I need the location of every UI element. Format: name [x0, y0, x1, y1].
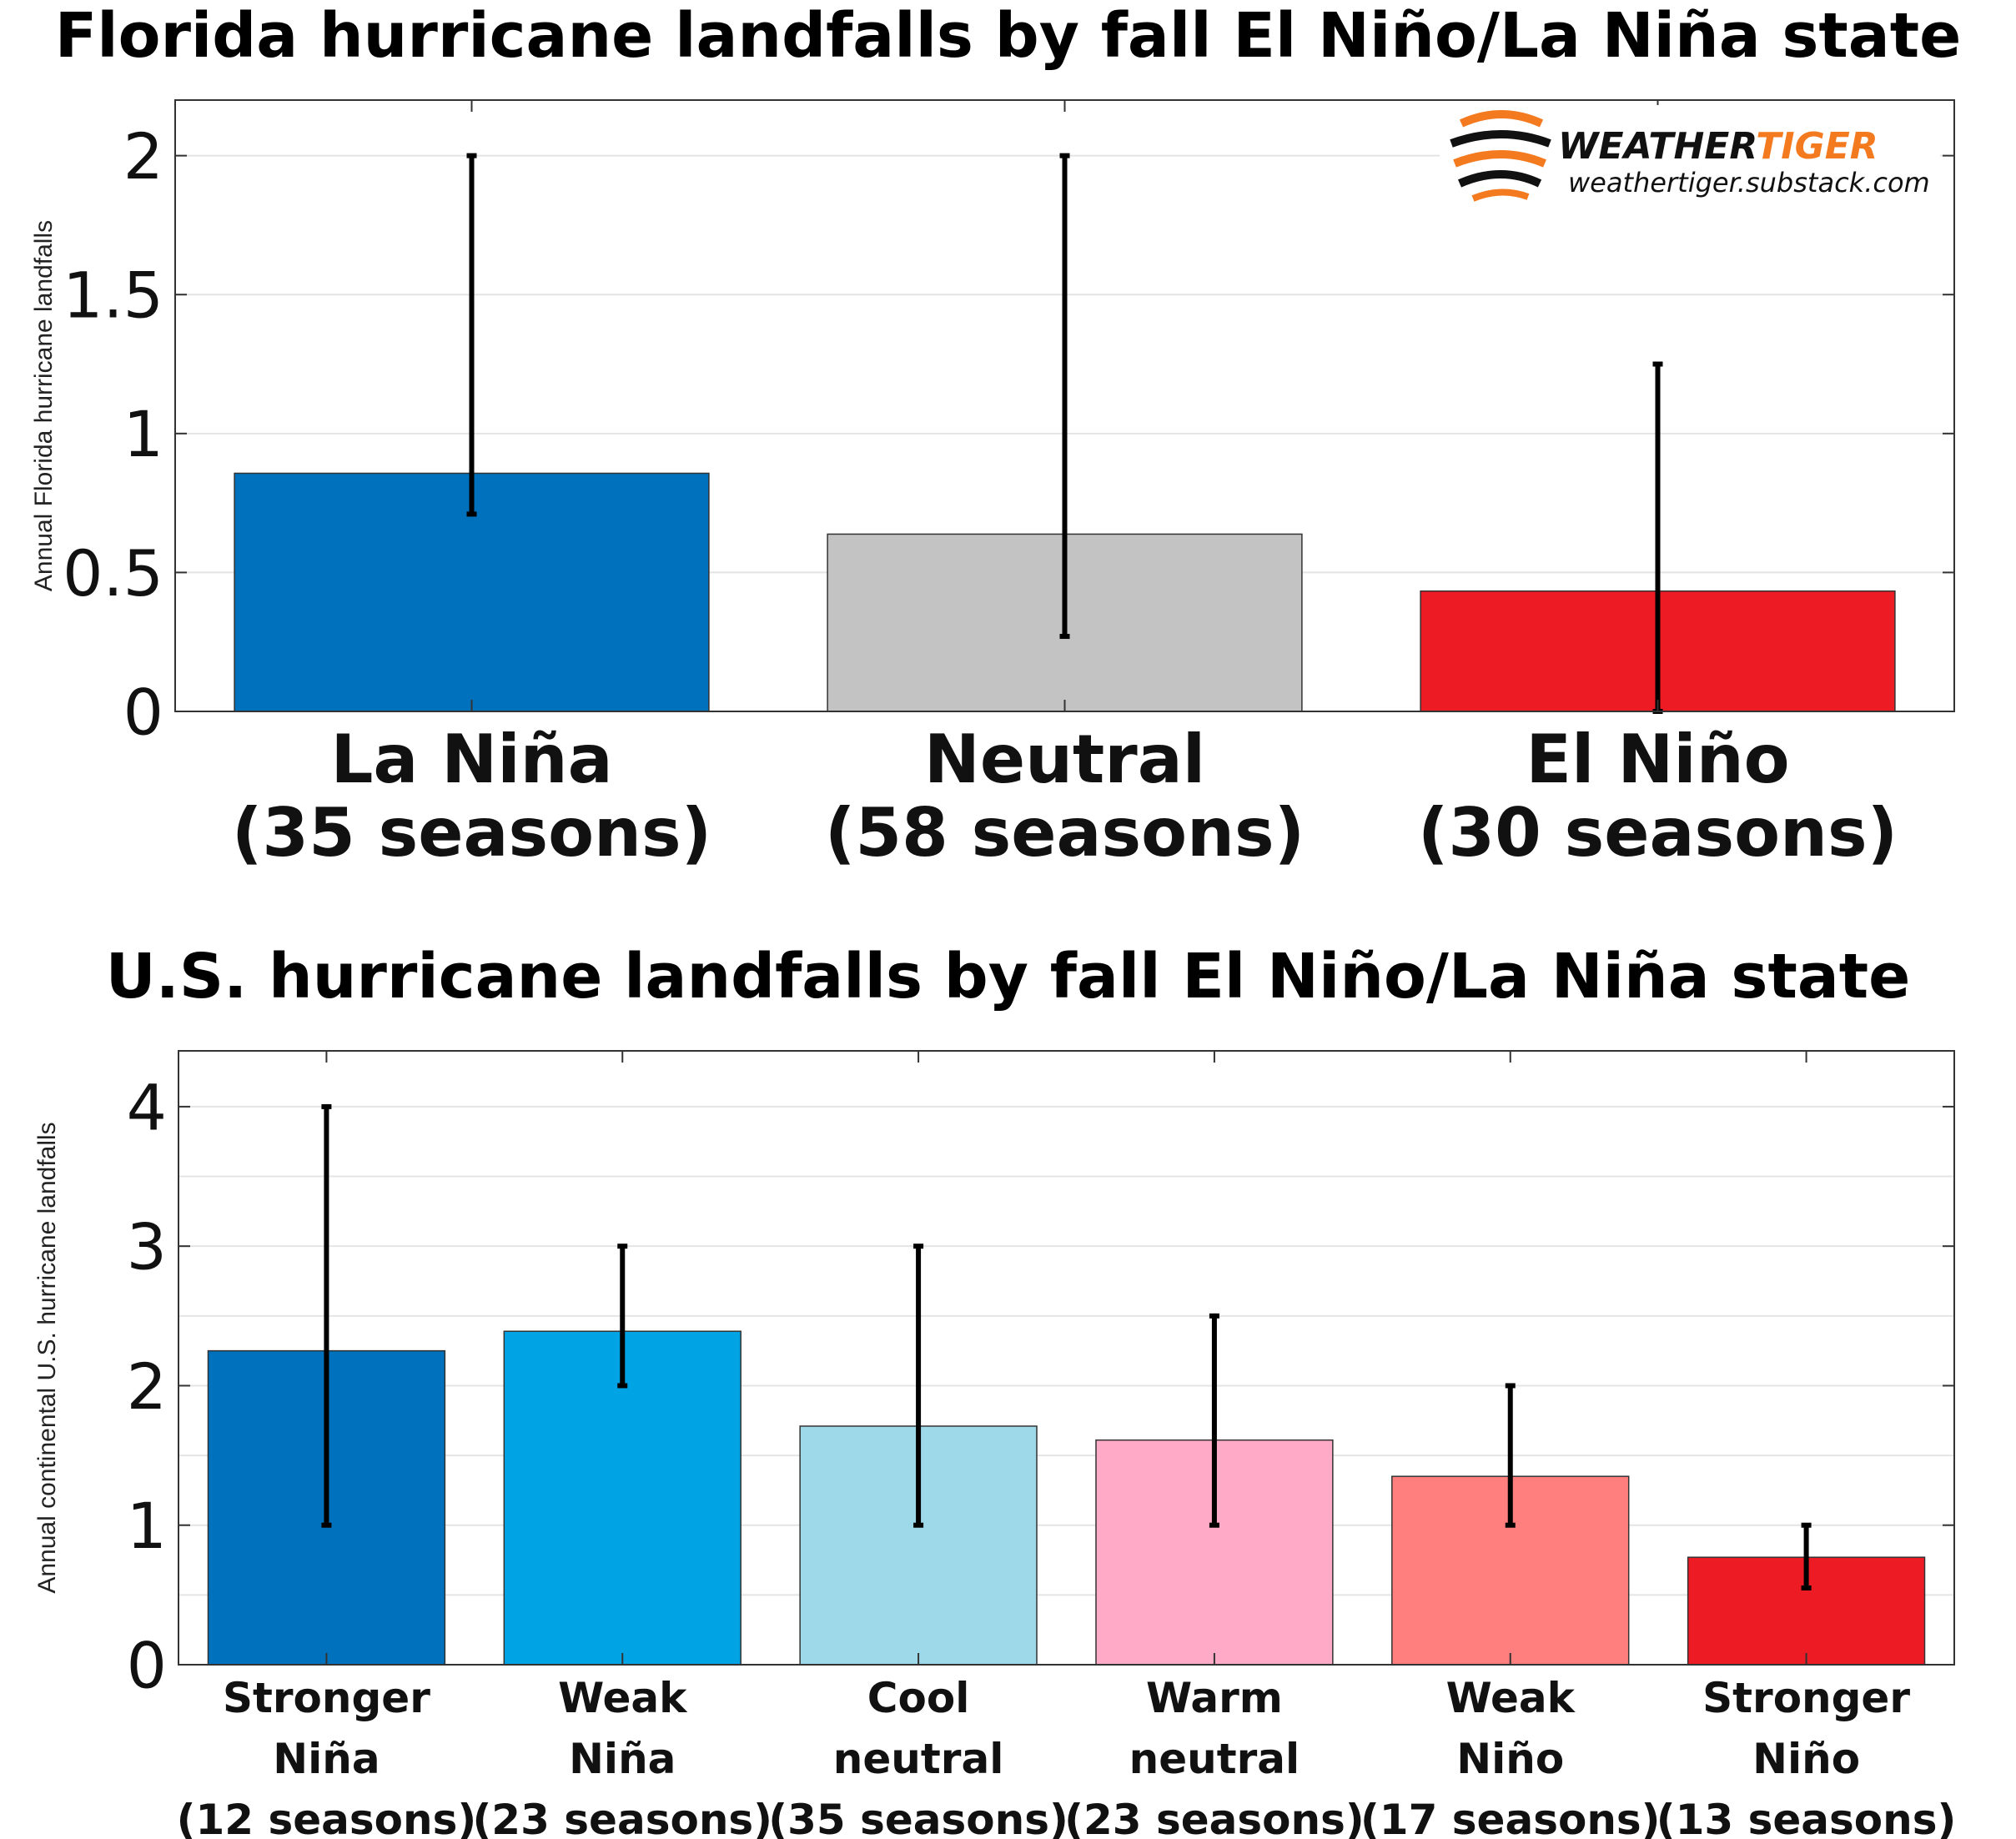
category-label: Niño: [1752, 1735, 1860, 1783]
chart-2-title: U.S. hurricane landfalls by fall El Niño…: [105, 941, 1911, 1012]
category-label: Stronger: [223, 1674, 430, 1722]
category-label: (23 seasons): [472, 1796, 772, 1839]
y-tick-label: 1: [127, 1489, 167, 1563]
plot-area: [178, 1051, 1954, 1665]
category-label: Warm: [1146, 1674, 1283, 1722]
category-label: (30 seasons): [1418, 794, 1898, 872]
y-tick-label: 0: [127, 1628, 167, 1702]
florida-chart: 0 0.5 1 1.5 2 La Niña(35 seasons) Neutral(58 s…: [30, 99, 1955, 872]
y-tick-label: 4: [127, 1070, 167, 1144]
watermark-brand-part1: WEATHER: [1558, 125, 1756, 168]
us-chart: 0 1 2 3 4 Stronger Niña (12 seasons) Weak Niña (23…: [33, 1050, 1957, 1839]
y-tick-label: 2: [127, 1349, 167, 1424]
weathertiger-watermark: WEATHERTIGER weathertiger.substack.com: [1440, 105, 1940, 203]
y-tick-label: 3: [127, 1210, 167, 1284]
category-label: (12 seasons): [177, 1796, 477, 1839]
category-label: Cool: [867, 1674, 970, 1722]
y-tick-label: 1.5: [63, 259, 163, 333]
category-label: (35 seasons): [232, 794, 711, 872]
category-label: Weak: [558, 1674, 688, 1722]
category-label: Niña: [569, 1735, 676, 1783]
category-label: Neutral: [924, 721, 1205, 798]
category-label: (13 seasons): [1657, 1796, 1957, 1839]
category-label: Weak: [1446, 1674, 1576, 1722]
watermark-brand: WEATHERTIGER: [1558, 125, 1878, 168]
y-axis-label: Annual Florida hurricane landfalls: [30, 220, 58, 591]
category-label: El Niño: [1526, 721, 1789, 798]
y-tick-label: 0: [123, 675, 163, 749]
category-label: neutral: [833, 1735, 1004, 1783]
category-label: La Niña: [330, 721, 612, 798]
category-label: neutral: [1129, 1735, 1300, 1783]
category-label: Niña: [273, 1735, 380, 1783]
category-label: (58 seasons): [825, 794, 1305, 872]
weathertiger-logo-icon: [1450, 110, 1551, 202]
watermark-url: weathertiger.substack.com: [1568, 167, 1930, 198]
watermark-brand-part2: TIGER: [1756, 125, 1878, 168]
category-label: (23 seasons): [1064, 1796, 1365, 1839]
category-label: Stronger: [1702, 1674, 1910, 1722]
category-label: (17 seasons): [1360, 1796, 1661, 1839]
category-label: Niño: [1456, 1735, 1564, 1783]
axes-box: [178, 1050, 1955, 1666]
chart-1-title: Florida hurricane landfalls by fall El N…: [54, 0, 1962, 72]
y-tick-label: 1: [123, 397, 163, 471]
y-tick-label: 0.5: [63, 536, 163, 610]
y-tick-label: 2: [123, 119, 163, 193]
y-axis-label: Annual continental U.S. hurricane landfa…: [33, 1122, 61, 1593]
category-label: (35 seasons): [768, 1796, 1068, 1839]
